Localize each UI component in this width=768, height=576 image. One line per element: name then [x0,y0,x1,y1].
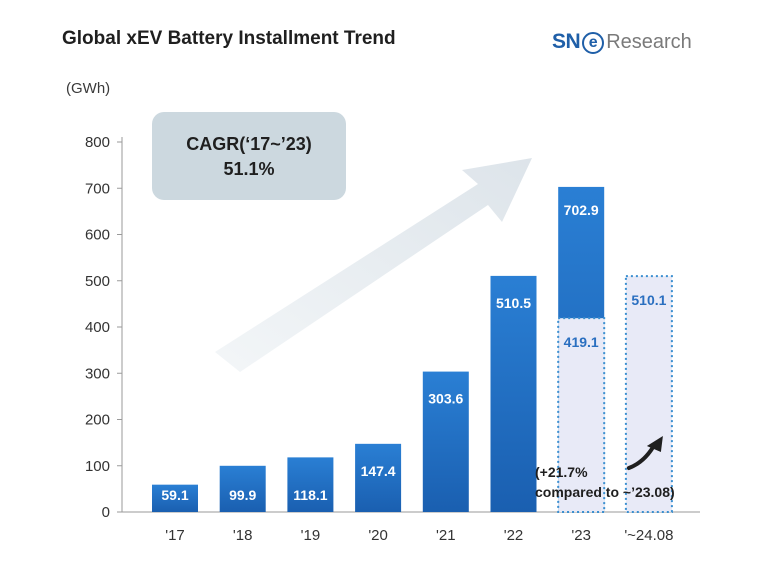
partial-period-bar [557,317,606,514]
partial-period-bar [624,275,673,513]
x-tick-label: '18 [233,527,253,544]
x-tick-label: '23 [571,527,591,544]
x-tick-label: '21 [436,527,456,544]
partial-period-value-label: 419.1 [564,334,599,350]
y-tick-label: 500 [85,273,110,290]
bar-value-label: 510.5 [496,295,531,311]
y-tick-label: 300 [85,365,110,382]
cagr-period-text: CAGR(‘17~’23) [186,134,312,154]
bar [490,275,537,512]
logo-e-ring: e [582,32,605,54]
x-tick-label: '22 [504,527,524,544]
y-tick-label: 400 [85,319,110,336]
y-tick-label: 600 [85,227,110,244]
bar-value-label: 99.9 [229,487,256,503]
y-tick-label: 100 [85,458,110,475]
bar-value-label: 118.1 [293,487,327,503]
bar [422,371,469,512]
growth-note-line1: (+21.7% [535,464,588,480]
partial-period-value-label: 510.1 [631,292,666,308]
x-tick-label: '17 [165,527,185,544]
y-tick-label: 0 [102,504,110,521]
bar [219,465,266,512]
growth-arrow-polygon [215,158,532,372]
bar [355,443,402,512]
bar-value-label: 147.4 [361,463,396,479]
sne-research-logo: SN e Research [552,30,692,54]
chart-title: Global xEV Battery Installment Trend [62,28,396,49]
bar [152,484,198,512]
bar-value-label: 59.1 [161,487,188,503]
y-tick-label: 800 [85,134,110,151]
x-tick-label: '19 [301,527,321,544]
cagr-value-text: 51.1% [223,159,275,179]
logo-sn-text: SN [552,30,581,53]
y-tick-label: 700 [85,180,110,197]
x-tick-label: '~24.08 [624,527,673,544]
growth-note: (+21.7% compared to ~’23.08) [535,462,675,502]
bar [287,457,334,512]
bar-value-label: 702.9 [564,202,599,218]
growth-note-line2: compared to ~’23.08) [535,484,675,500]
logo-research-text: Research [606,31,692,53]
x-tick-label: '20 [368,527,388,544]
cagr-annotation-box: CAGR(‘17~’23) 51.1% [152,112,346,200]
curved-up-arrow-head-icon [646,436,663,452]
y-axis-unit-label: (GWh) [66,80,111,97]
growth-arrow-shape [215,158,532,372]
bar-value-label: 303.6 [428,391,463,407]
y-tick-label: 200 [85,412,110,429]
